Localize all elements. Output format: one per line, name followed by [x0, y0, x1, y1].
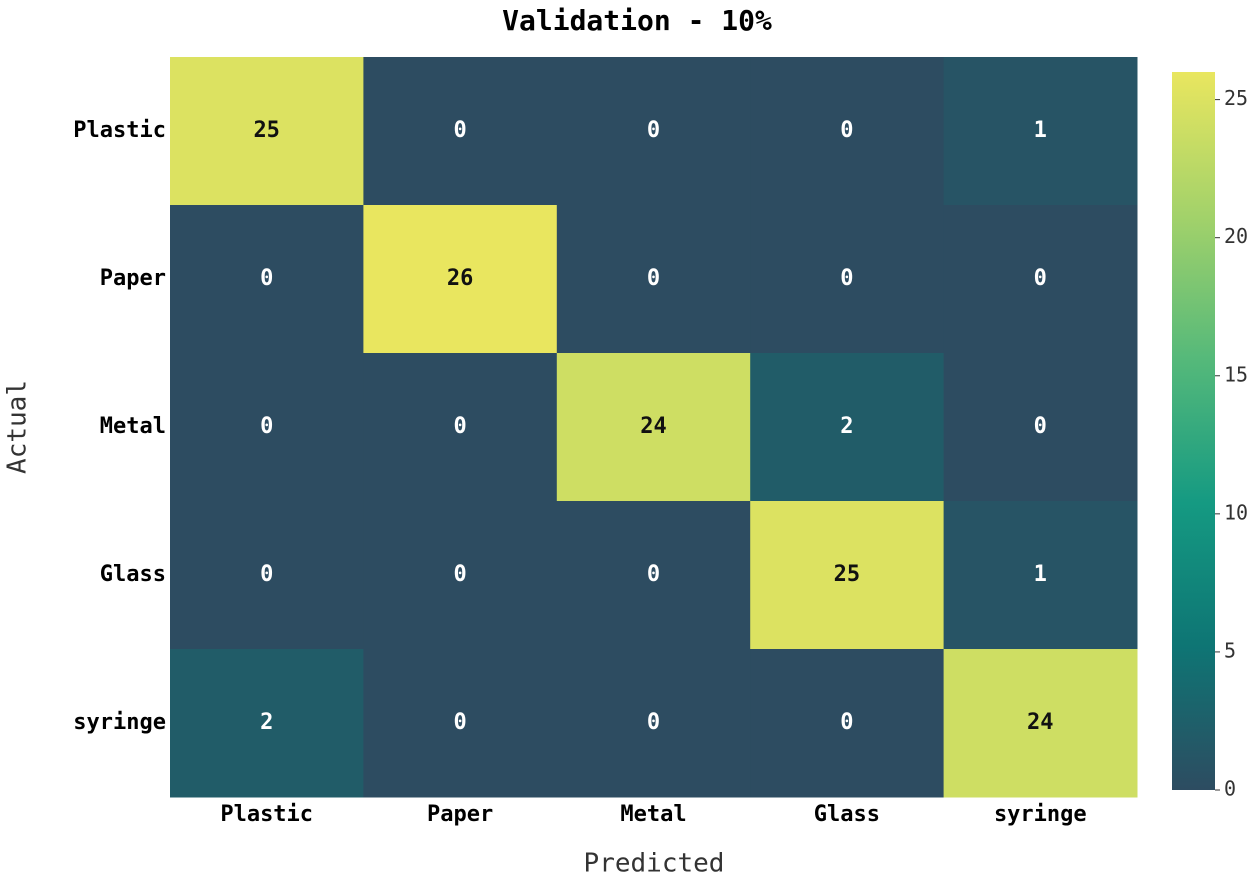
cell-label: 2	[260, 710, 273, 735]
cell-label: 1	[1034, 118, 1047, 143]
cell-label: 0	[260, 414, 273, 439]
cell-label: 26	[447, 266, 474, 291]
x-tick-label: Plastic	[220, 802, 313, 827]
cell-label: 25	[253, 118, 280, 143]
heatmap-cell	[556, 205, 751, 354]
colorbar	[1172, 72, 1215, 790]
cell-label: 24	[1027, 710, 1054, 735]
cell-label: 0	[453, 414, 466, 439]
heatmap-cell	[750, 57, 945, 206]
y-tick-label: Plastic	[73, 118, 166, 143]
x-axis-label: Predicted	[584, 849, 725, 879]
cell-label: 0	[453, 710, 466, 735]
heatmap-cell	[750, 205, 945, 354]
heatmap-cell	[750, 353, 945, 502]
y-tick-label: Paper	[100, 266, 166, 291]
heatmap-cell	[943, 57, 1138, 206]
cell-label: 2	[840, 414, 853, 439]
heatmap-cell	[556, 57, 751, 206]
colorbar-tick-label: 20	[1224, 224, 1248, 248]
y-tick-label: Glass	[100, 562, 166, 587]
y-axis-label: Actual	[3, 380, 33, 474]
cell-label: 24	[640, 414, 667, 439]
cell-label: 0	[260, 562, 273, 587]
colorbar-tick-label: 15	[1224, 362, 1248, 386]
heatmap-cell	[750, 501, 945, 650]
x-tick-label: syringe	[994, 802, 1087, 827]
heatmap-cell	[363, 57, 558, 206]
cell-label: 0	[260, 266, 273, 291]
cell-label: 0	[840, 266, 853, 291]
heatmap-cell	[363, 353, 558, 502]
heatmap-cell	[170, 501, 364, 650]
x-tick-label: Paper	[427, 802, 493, 827]
cell-label: 0	[647, 710, 660, 735]
cell-label: 0	[840, 118, 853, 143]
heatmap-cell	[750, 649, 945, 798]
cell-label: 1	[1034, 562, 1047, 587]
heatmap-cell	[556, 353, 751, 502]
heatmap-cell	[556, 649, 751, 798]
colorbar-tick-label: 5	[1224, 638, 1236, 662]
cell-label: 0	[647, 118, 660, 143]
heatmap-cell	[170, 205, 364, 354]
heatmap-cell	[943, 353, 1138, 502]
heatmap-cell	[943, 501, 1138, 650]
y-tick-label: Metal	[100, 414, 166, 439]
heatmap-cell	[170, 353, 364, 502]
colorbar-tick-label: 10	[1224, 500, 1248, 524]
heatmap-cell	[170, 57, 364, 206]
cell-label: 0	[1034, 414, 1047, 439]
x-tick-label: Glass	[814, 802, 880, 827]
cell-label: 0	[647, 266, 660, 291]
heatmap-cell	[363, 649, 558, 798]
heatmap-cell	[363, 205, 558, 354]
heatmap-cell	[556, 501, 751, 650]
y-tick-label: syringe	[73, 710, 166, 735]
chart-title: Validation - 10%	[502, 4, 772, 37]
heatmap-cell	[943, 205, 1138, 354]
cell-label: 0	[647, 562, 660, 587]
cell-label: 0	[453, 118, 466, 143]
cell-label: 25	[834, 562, 861, 587]
heatmap-cell	[363, 501, 558, 650]
x-tick-label: Metal	[620, 802, 686, 827]
cell-label: 0	[1034, 266, 1047, 291]
colorbar-tick-label: 0	[1224, 777, 1236, 801]
colorbar-tick-label: 25	[1224, 86, 1248, 110]
cell-label: 0	[453, 562, 466, 587]
heatmap-cell	[943, 649, 1138, 798]
heatmap-cell	[170, 649, 364, 798]
cell-label: 0	[840, 710, 853, 735]
